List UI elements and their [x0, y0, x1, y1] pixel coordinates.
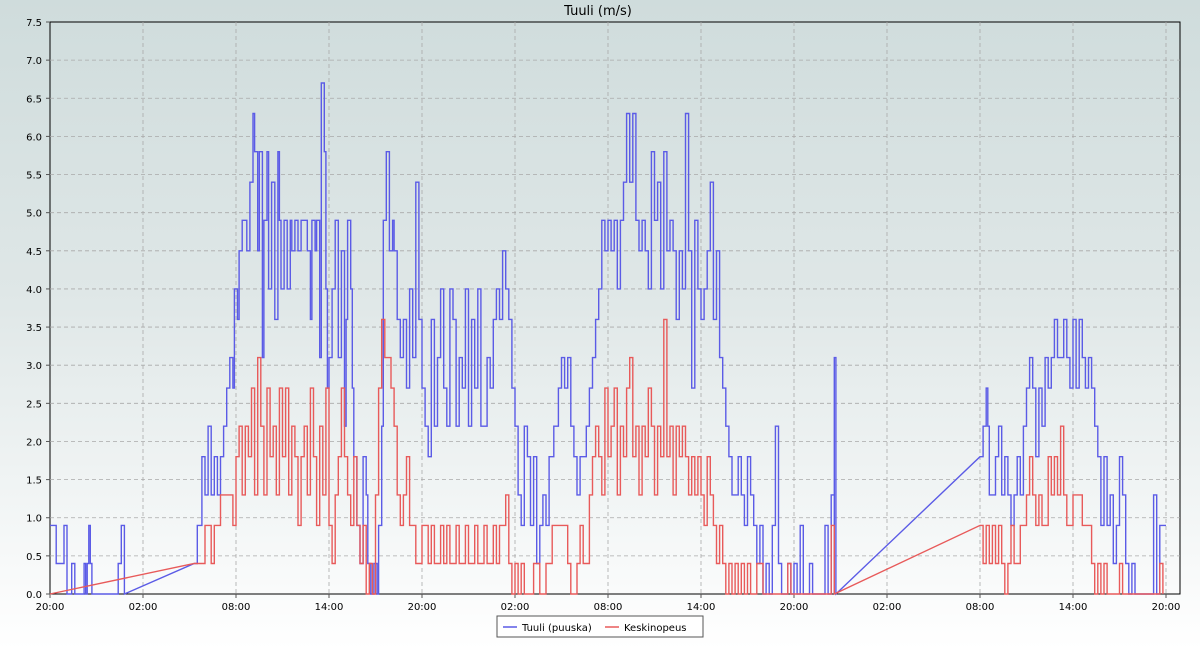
y-tick-label: 7.5 — [26, 18, 42, 29]
x-tick-label: 02:00 — [873, 602, 902, 613]
chart-title: Tuuli (m/s) — [563, 4, 632, 19]
legend-label: Keskinopeus — [624, 623, 687, 634]
x-tick-label: 20:00 — [36, 602, 65, 613]
y-tick-label: 5.5 — [26, 171, 42, 182]
x-tick-label: 08:00 — [222, 602, 251, 613]
y-tick-label: 2.0 — [26, 437, 42, 448]
x-tick-label: 02:00 — [129, 602, 158, 613]
x-tick-label: 20:00 — [780, 602, 809, 613]
series-line-1 — [49, 318, 1164, 596]
grid-lines — [50, 22, 1180, 594]
y-tick-label: 1.0 — [26, 514, 42, 525]
y-tick-label: 0.0 — [26, 590, 42, 601]
y-tick-label: 6.5 — [26, 94, 42, 105]
y-tick-label: 1.5 — [26, 476, 42, 487]
series-layer — [49, 82, 1166, 596]
y-tick-label: 6.0 — [26, 132, 42, 143]
legend-box — [496, 615, 704, 638]
x-tick-label: 14:00 — [315, 602, 344, 613]
y-tick-label: 7.0 — [26, 56, 42, 67]
y-tick-label: 5.0 — [26, 209, 42, 220]
x-tick-label: 20:00 — [408, 602, 437, 613]
x-tick-label: 20:00 — [1152, 602, 1181, 613]
y-tick-label: 4.5 — [26, 247, 42, 258]
y-tick-label: 2.5 — [26, 399, 42, 410]
y-tick-label: 4.0 — [26, 285, 42, 296]
y-tick-label: 0.5 — [26, 552, 42, 563]
x-tick-label: 08:00 — [594, 602, 623, 613]
x-tick-label: 14:00 — [687, 602, 716, 613]
plot-area — [49, 21, 1181, 595]
legend-label: Tuuli (puuska) — [521, 623, 592, 634]
y-tick-label: 3.5 — [26, 323, 42, 334]
x-tick-label: 08:00 — [966, 602, 995, 613]
x-tick-label: 14:00 — [1059, 602, 1088, 613]
x-tick-label: 02:00 — [501, 602, 530, 613]
x-axis-ticks: 20:00 02:00 08:00 14:00 20:00 02:00 08:00 14:00… — [36, 594, 1181, 613]
y-axis-ticks: 0.0 0.5 1.0 1.5 2.0 2.5 3.0 3.5 4.0 4.5 5.0 5.5 6.0 6… — [26, 18, 50, 601]
series-line-0 — [50, 82, 1166, 596]
legend: Tuuli (puuska) Keskinopeus — [496, 615, 704, 638]
y-tick-label: 3.0 — [26, 361, 42, 372]
